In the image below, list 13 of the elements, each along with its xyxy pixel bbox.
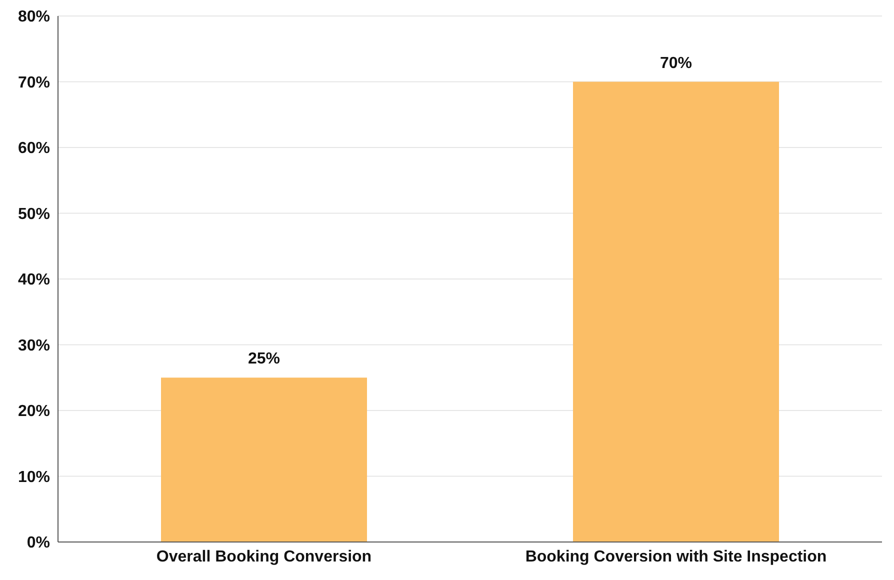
y-tick-label: 70%: [18, 74, 50, 92]
y-tick-label: 20%: [18, 403, 50, 420]
x-tick-label: Overall Booking Conversion: [156, 548, 372, 566]
data-label: 25%: [248, 350, 280, 368]
y-tick-label: 0%: [26, 534, 50, 552]
y-tick-label: 10%: [18, 468, 50, 486]
y-tick-label: 30%: [18, 337, 50, 354]
x-tick-label: Booking Coversion with Site Inspection: [525, 548, 827, 566]
y-tick-label: 80%: [18, 8, 50, 26]
y-tick-label: 50%: [18, 206, 50, 223]
y-tick-label: 40%: [18, 272, 50, 289]
y-tick-label: 60%: [18, 140, 50, 158]
data-label: 70%: [660, 54, 692, 72]
